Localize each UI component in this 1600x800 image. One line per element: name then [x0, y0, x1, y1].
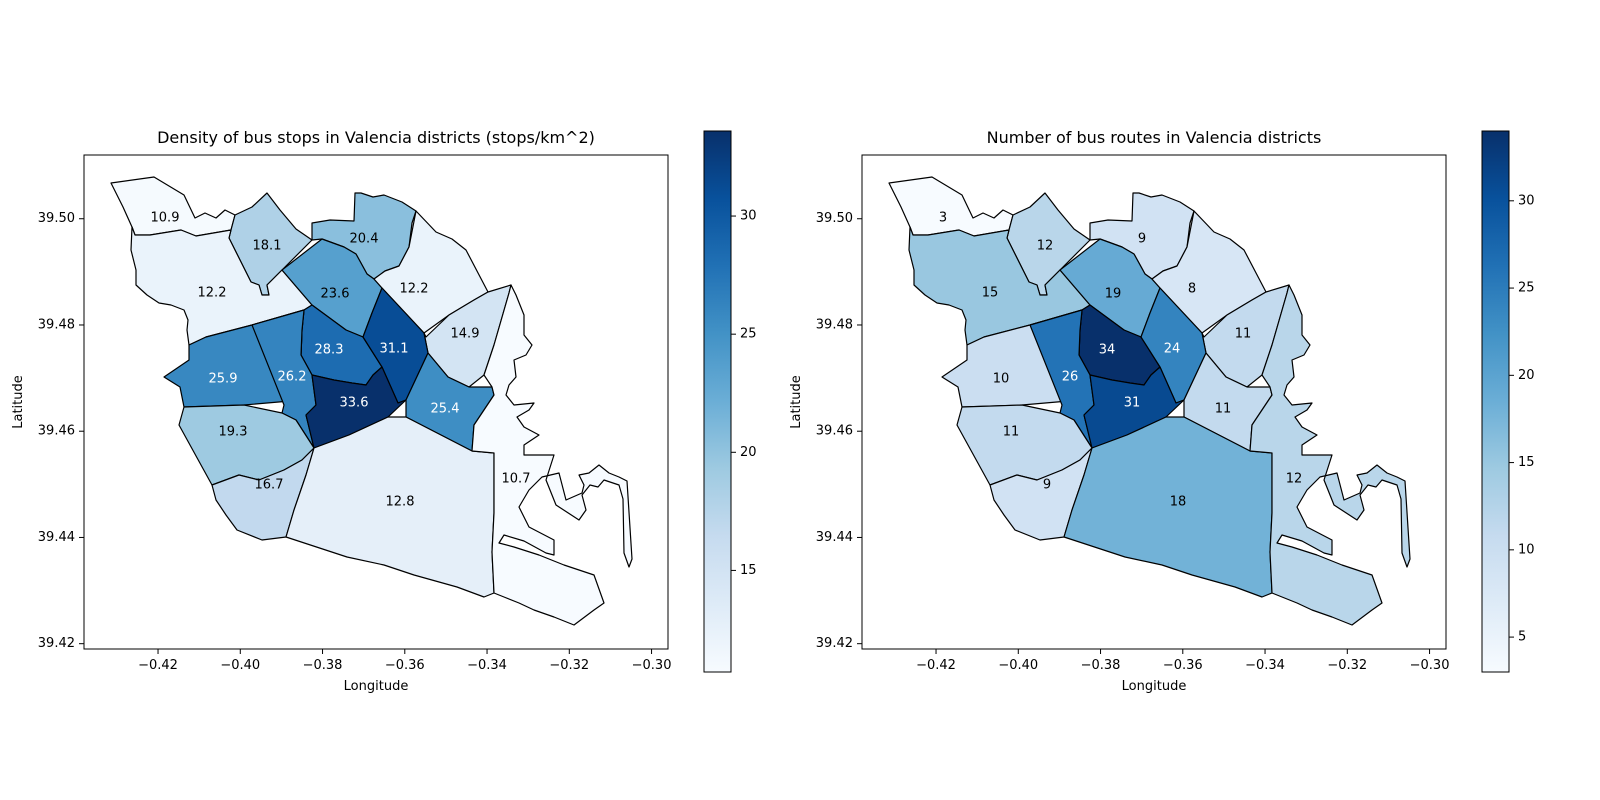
x-tick-label: −0.30 — [1410, 658, 1450, 673]
x-tick-label: −0.36 — [1163, 658, 1203, 673]
x-axis-label: Longitude — [344, 679, 409, 694]
y-tick-label: 39.48 — [38, 317, 75, 332]
colorbar-tick-label: 30 — [740, 209, 757, 224]
district-value-label: 11 — [1003, 425, 1020, 440]
colorbar-tick-label: 15 — [1518, 455, 1535, 470]
district-value-label: 31.1 — [380, 342, 409, 357]
district-value-label: 12.2 — [198, 286, 227, 301]
y-tick-label: 39.48 — [816, 317, 853, 332]
district-value-label: 26.2 — [278, 370, 307, 385]
district-value-label: 31 — [1124, 396, 1141, 411]
district-value-label: 10.9 — [151, 211, 180, 226]
colorbar-tick-label: 25 — [1518, 281, 1535, 296]
colorbar-tick-label: 20 — [1518, 368, 1535, 383]
y-tick-label: 39.50 — [816, 211, 853, 226]
x-tick-label: −0.30 — [632, 658, 672, 673]
axes-frame — [861, 154, 1447, 650]
x-axis-label: Longitude — [1122, 679, 1187, 694]
y-tick-label: 39.44 — [816, 530, 853, 545]
x-tick-label: −0.40 — [998, 658, 1038, 673]
district-value-label: 9 — [1043, 478, 1051, 493]
colorbar — [703, 130, 732, 673]
x-tick-label: −0.38 — [1081, 658, 1121, 673]
district-value-label: 9 — [1138, 232, 1146, 247]
colorbar-tick-label: 10 — [1518, 542, 1535, 557]
y-axis-label: Latitude — [789, 375, 804, 429]
map-panel-2: 3 12 9 15 19 8 11 34 24 10 26 31 11 11 9 18 12 −0.42 −0.40… — [789, 128, 1535, 694]
district-d17 — [471, 284, 633, 626]
x-tick-label: −0.32 — [1327, 658, 1367, 673]
district-value-label: 34 — [1099, 343, 1116, 358]
district-d6 — [1151, 210, 1267, 334]
x-tick-label: −0.42 — [138, 658, 178, 673]
colorbar — [1481, 130, 1510, 673]
district-d6 — [373, 210, 489, 334]
y-tick-label: 39.46 — [38, 424, 75, 439]
y-tick-label: 39.44 — [38, 530, 75, 545]
y-tick-label: 39.50 — [38, 211, 75, 226]
district-value-label: 28.3 — [315, 343, 344, 358]
district-d16 — [285, 416, 495, 598]
district-value-label: 23.6 — [321, 287, 350, 302]
district-value-label: 12 — [1037, 239, 1054, 254]
district-value-label: 19.3 — [219, 425, 248, 440]
district-value-label: 11 — [1235, 327, 1252, 342]
colorbar-tick-label: 20 — [740, 445, 757, 460]
district-value-label: 16.7 — [255, 478, 284, 493]
colorbar-tick-label: 5 — [1518, 630, 1526, 645]
district-value-label: 19 — [1105, 287, 1122, 302]
district-d12 — [1083, 366, 1185, 449]
district-value-label: 24 — [1164, 342, 1181, 357]
district-value-label: 10 — [993, 372, 1010, 387]
x-tick-label: −0.38 — [303, 658, 343, 673]
chart-title: Number of bus routes in Valencia distric… — [987, 128, 1322, 147]
district-d17 — [1249, 284, 1411, 626]
district-map: 3 12 9 15 19 8 11 34 24 10 26 31 11 11 9 18 12 — [888, 176, 1411, 626]
y-tick-label: 39.42 — [816, 636, 853, 651]
chart-title: Density of bus stops in Valencia distric… — [157, 128, 595, 147]
district-value-label: 12.2 — [400, 282, 429, 297]
district-d16 — [1063, 416, 1273, 598]
district-value-label: 8 — [1188, 282, 1196, 297]
x-tick-label: −0.42 — [916, 658, 956, 673]
y-tick-label: 39.46 — [816, 424, 853, 439]
colorbar-tick-label: 25 — [740, 327, 757, 342]
x-tick-label: −0.34 — [1245, 658, 1285, 673]
x-tick-label: −0.34 — [467, 658, 507, 673]
district-value-label: 18.1 — [253, 239, 282, 254]
district-value-label: 33.6 — [340, 396, 369, 411]
district-value-label: 10.7 — [502, 472, 531, 487]
district-value-label: 3 — [939, 211, 947, 226]
x-tick-label: −0.36 — [385, 658, 425, 673]
district-value-label: 25.9 — [209, 372, 238, 387]
x-tick-label: −0.32 — [549, 658, 589, 673]
district-d12 — [305, 366, 407, 449]
district-value-label: 26 — [1062, 370, 1079, 385]
district-value-label: 25.4 — [431, 402, 460, 417]
axes-frame — [83, 154, 669, 650]
district-value-label: 18 — [1170, 495, 1187, 510]
district-value-label: 20.4 — [350, 232, 379, 247]
district-value-label: 12.8 — [386, 495, 415, 510]
district-value-label: 15 — [982, 286, 999, 301]
district-value-label: 12 — [1286, 472, 1303, 487]
x-tick-label: −0.40 — [220, 658, 260, 673]
district-value-label: 14.9 — [451, 327, 480, 342]
y-tick-label: 39.42 — [38, 636, 75, 651]
colorbar-tick-label: 15 — [740, 563, 757, 578]
map-panel-1: 10.9 18.1 20.4 12.2 23.6 12.2 14.9 28.3 31.1 25.9… — [11, 128, 757, 694]
colorbar-tick-label: 30 — [1518, 193, 1535, 208]
district-map: 10.9 18.1 20.4 12.2 23.6 12.2 14.9 28.3 31.1 25.9… — [110, 176, 633, 626]
y-axis-label: Latitude — [11, 375, 26, 429]
district-value-label: 11 — [1215, 402, 1232, 417]
